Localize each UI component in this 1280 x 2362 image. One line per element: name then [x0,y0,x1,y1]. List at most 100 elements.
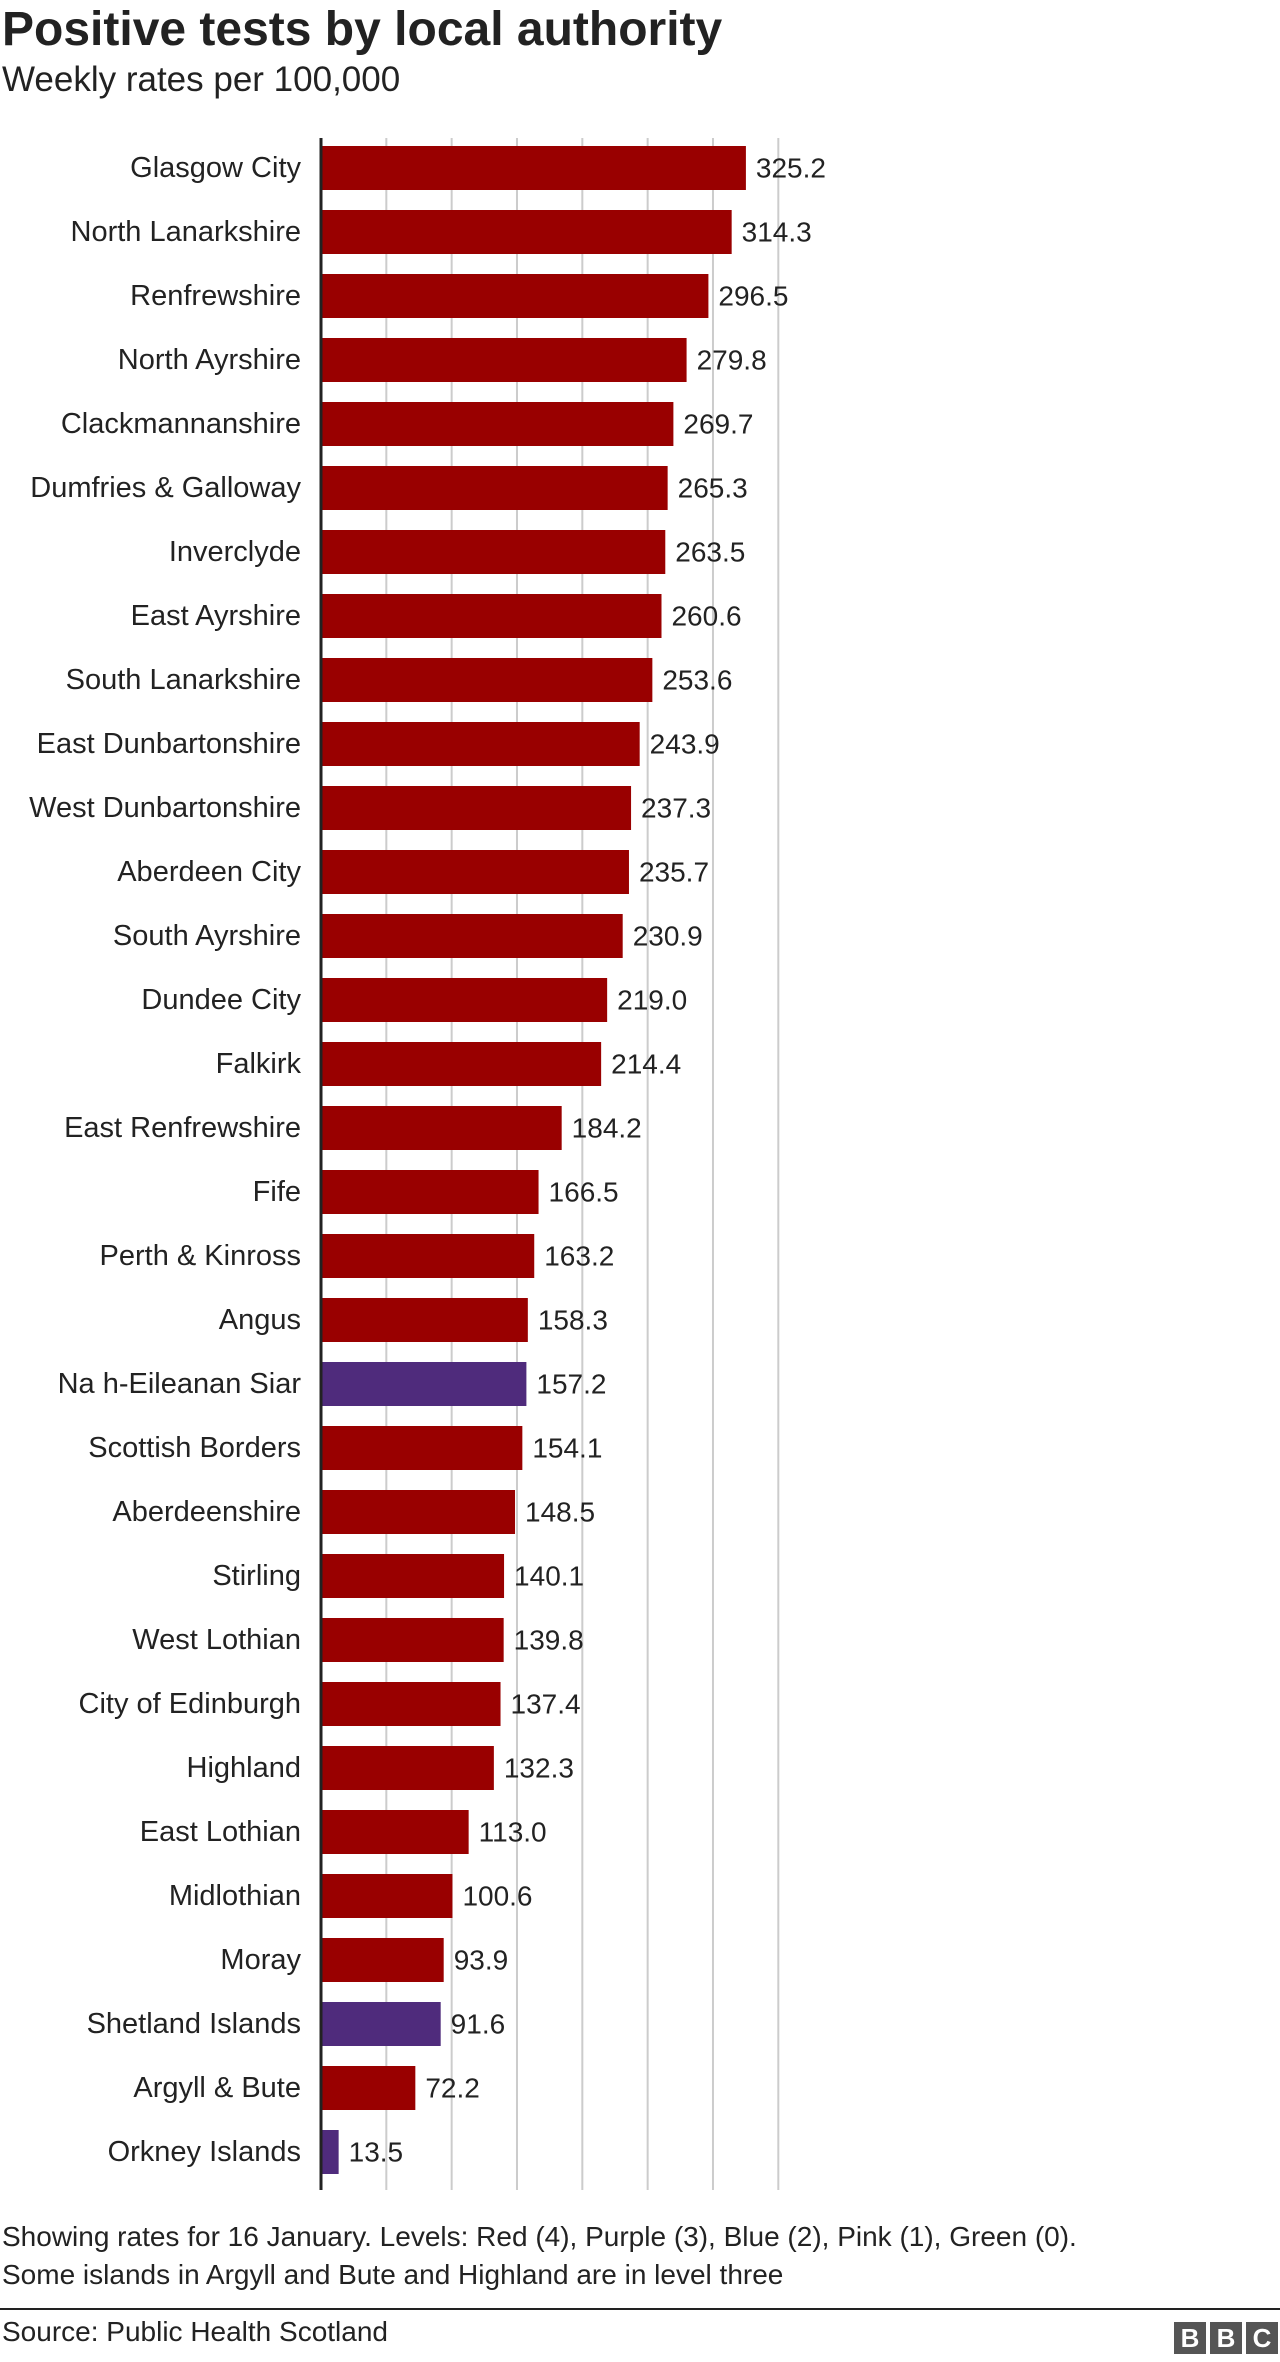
footnote-line-1: Showing rates for 16 January. Levels: Re… [2,2221,1077,2252]
value-label-5: 265.3 [678,473,748,504]
bar-14 [321,1042,602,1086]
value-label-24: 137.4 [511,1689,581,1720]
bar-3 [321,338,687,382]
category-label-20: Scottish Borders [88,1432,301,1464]
bar-16 [321,1170,539,1214]
category-label-10: West Dunbartonshire [29,792,301,824]
bar-20 [321,1426,523,1470]
value-label-30: 72.2 [425,2073,480,2104]
category-label-15: East Renfrewshire [64,1112,301,1144]
category-label-21: Aberdeenshire [112,1496,301,1528]
value-label-23: 139.8 [514,1625,584,1656]
bar-chart: Glasgow City North Lanarkshire Renfrewshir… [29,138,826,2190]
chart-title: Positive tests by local authority [2,3,723,56]
bbc-logo: B B C [1174,2322,1278,2354]
bar-7 [321,594,662,638]
category-label-12: South Ayrshire [113,920,301,952]
category-label-14: Falkirk [216,1048,302,1080]
category-label-17: Perth & Kinross [100,1240,301,1272]
bar-4 [321,402,674,446]
bar-8 [321,658,653,702]
category-label-28: Moray [220,1944,301,1976]
category-label-11: Aberdeen City [117,856,301,888]
category-label-0: Glasgow City [130,152,301,184]
value-label-4: 269.7 [683,409,753,440]
bar-9 [321,722,640,766]
value-label-13: 219.0 [617,985,687,1016]
value-label-12: 230.9 [633,921,703,952]
value-label-25: 132.3 [504,1753,574,1784]
bar-30 [321,2066,416,2110]
bar-25 [321,1746,494,1790]
bar-0 [321,146,746,190]
category-label-5: Dumfries & Galloway [30,472,301,504]
category-label-6: Inverclyde [169,536,301,568]
footnote-line-2: Some islands in Argyll and Bute and High… [2,2259,784,2290]
category-label-19: Na h-Eileanan Siar [58,1368,302,1400]
bar-6 [321,530,666,574]
chart-subtitle: Weekly rates per 100,000 [2,60,401,99]
category-label-7: East Ayrshire [131,600,301,632]
footer-divider [0,2308,1280,2310]
value-label-16: 166.5 [549,1177,619,1208]
logo-letter-b2: B [1210,2322,1242,2354]
value-label-19: 157.2 [536,1369,606,1400]
category-label-8: South Lanarkshire [66,664,301,696]
bar-10 [321,786,632,830]
value-label-14: 214.4 [611,1049,681,1080]
bar-21 [321,1490,516,1534]
value-label-17: 163.2 [544,1241,614,1272]
value-label-26: 113.0 [479,1817,547,1848]
bar-18 [321,1298,528,1342]
bar-13 [321,978,608,1022]
value-label-29: 91.6 [451,2009,506,2040]
category-label-18: Angus [219,1304,301,1336]
value-labels: 325.2 314.3 296.5 279.8 269.7 265.3 263.5 260.6… [349,153,826,2168]
bar-31 [321,2130,339,2174]
category-label-4: Clackmannanshire [61,408,301,440]
value-label-27: 100.6 [462,1881,532,1912]
bar-17 [321,1234,535,1278]
value-label-20: 154.1 [532,1433,602,1464]
value-label-28: 93.9 [454,1945,509,1976]
bar-22 [321,1554,505,1598]
value-label-8: 253.6 [662,665,732,696]
logo-letter-b1: B [1174,2322,1206,2354]
category-label-16: Fife [253,1176,301,1208]
bar-1 [321,210,732,254]
source-text: Source: Public Health Scotland [2,2316,388,2347]
value-label-21: 148.5 [525,1497,595,1528]
category-label-9: East Dunbartonshire [37,728,301,760]
bar-26 [321,1810,469,1854]
value-label-2: 296.5 [718,281,788,312]
value-label-31: 13.5 [349,2137,404,2168]
category-label-24: City of Edinburgh [79,1688,301,1720]
category-label-13: Dundee City [141,984,301,1016]
category-label-25: Highland [187,1752,301,1784]
value-label-0: 325.2 [756,153,826,184]
category-label-27: Midlothian [169,1880,301,1912]
bar-11 [321,850,629,894]
category-label-23: West Lothian [132,1624,301,1656]
bar-5 [321,466,668,510]
value-label-15: 184.2 [572,1113,642,1144]
bar-24 [321,1682,501,1726]
bar-27 [321,1874,453,1918]
logo-letter-c: C [1246,2322,1278,2354]
footnote: Showing rates for 16 January. Levels: Re… [2,2218,1262,2294]
value-label-10: 237.3 [641,793,711,824]
value-label-1: 314.3 [742,217,812,248]
bar-19 [321,1362,527,1406]
category-label-22: Stirling [212,1560,301,1592]
category-label-30: Argyll & Bute [133,2072,301,2104]
category-label-26: East Lothian [140,1816,301,1848]
category-label-3: North Ayrshire [118,344,301,376]
bar-23 [321,1618,504,1662]
category-label-1: North Lanarkshire [71,216,302,248]
value-label-6: 263.5 [675,537,745,568]
value-label-11: 235.7 [639,857,709,888]
bars [321,146,746,2174]
bar-12 [321,914,623,958]
value-label-18: 158.3 [538,1305,608,1336]
value-label-22: 140.1 [514,1561,584,1592]
